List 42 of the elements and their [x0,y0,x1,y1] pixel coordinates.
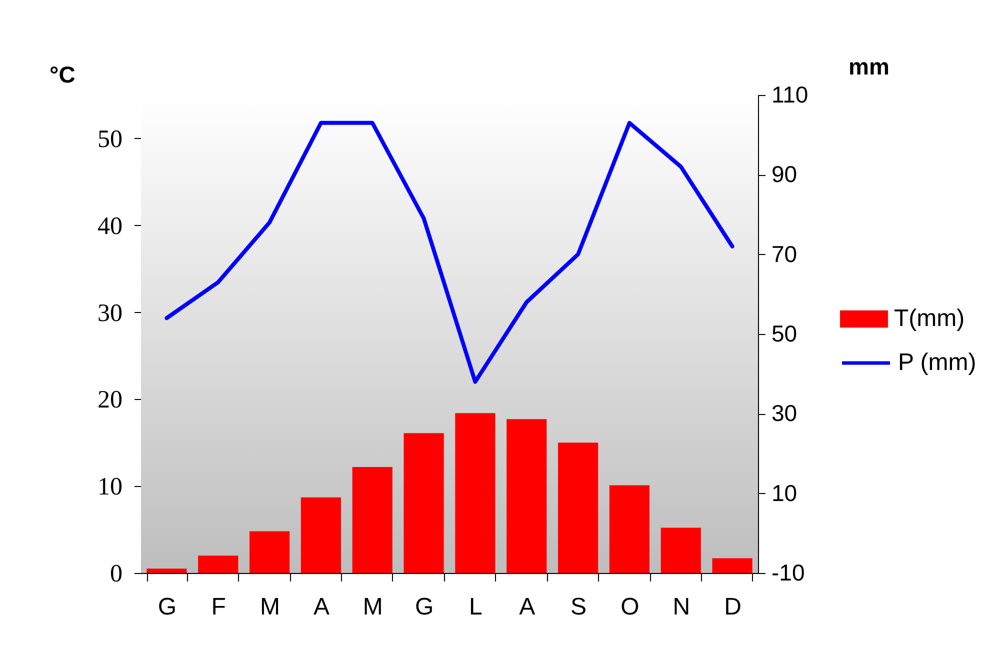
bar [146,568,187,573]
y2-tick-label: 50 [772,320,798,346]
x-tick-label: A [313,594,330,620]
y-tick-label: 40 [98,212,122,240]
bar [712,558,752,573]
bar [455,413,496,573]
x-tick-label: G [158,594,177,620]
bar [352,466,392,573]
bar [404,433,444,573]
y2-tick-label: 110 [772,82,808,108]
x-tick-label: F [211,594,226,620]
x-tick-label: D [724,594,742,620]
x-tick-label: M [260,594,280,620]
y2-tick-label: 90 [772,161,798,188]
x-tick-label: N [672,594,690,620]
y-axis-title: °C [50,62,76,88]
bar [609,485,650,573]
y2-tick-label: 30 [772,400,798,426]
y-tick-label: 0 [110,560,122,588]
legend-label: T(mm) [894,304,965,332]
y-tick-label: 50 [98,126,122,153]
x-tick-label: M [362,594,383,620]
y2-tick-label: 70 [772,240,798,267]
x-tick-label: S [570,594,587,620]
bar [660,528,701,573]
x-tick-label: G [414,594,434,620]
bar [249,531,290,573]
bar [506,419,547,573]
y2-axis-title: mm [848,54,890,80]
bar [300,497,342,573]
y-tick-label: 10 [98,474,122,501]
x-tick-label: O [620,594,640,620]
line-series [164,120,734,384]
x-tick-label: A [519,594,536,620]
y-tick-label: 30 [98,300,122,327]
bar [198,556,238,573]
legend-label: P (mm) [898,348,976,376]
y2-tick-label: 10 [772,480,798,506]
y-tick-label: 20 [98,386,122,414]
y2-tick-label: -10 [772,560,805,586]
x-tick-label: L [469,594,482,620]
bar [558,442,598,573]
